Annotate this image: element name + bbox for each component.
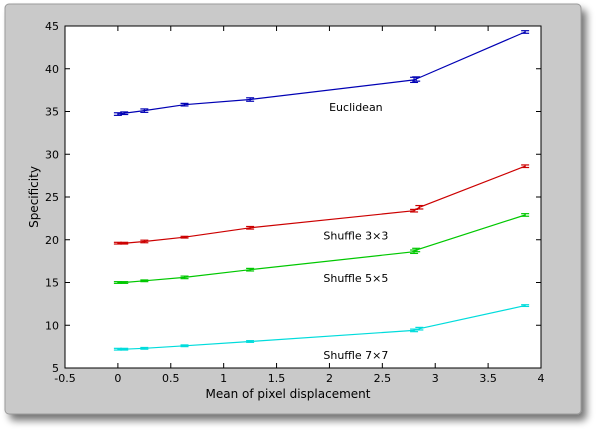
data-point <box>246 97 255 102</box>
series-group <box>113 30 530 351</box>
data-point <box>180 102 189 107</box>
data-point <box>180 344 189 348</box>
x-tick-label: 4 <box>538 372 545 385</box>
y-tick-label: 45 <box>45 20 59 33</box>
data-point <box>140 239 149 244</box>
series-annotation: Shuffle 3×3 <box>323 229 388 242</box>
y-tick-label: 5 <box>52 362 59 375</box>
plot-area <box>65 26 541 368</box>
series-shuffle-3x3 <box>113 164 530 245</box>
data-point <box>140 346 149 350</box>
y-tick-label: 30 <box>45 148 59 161</box>
data-point <box>412 76 421 82</box>
annotations: Euclidean Shuffle 3×3 Shuffle 5×5 Shuffle 7… <box>323 101 388 362</box>
x-tick-label: -0.5 <box>54 372 75 385</box>
data-point <box>521 304 530 308</box>
x-tick-label: 1 <box>220 372 227 385</box>
x-tick-label: 0 <box>114 372 121 385</box>
x-tick-label: 0.5 <box>162 372 180 385</box>
y-tick-label: 40 <box>45 63 59 76</box>
y-tick-label: 15 <box>45 277 59 290</box>
series-annotation: Euclidean <box>329 101 383 114</box>
data-point <box>120 241 129 245</box>
data-point <box>140 279 149 283</box>
data-point <box>246 267 255 272</box>
data-point <box>412 247 421 253</box>
plot-border <box>64 25 542 369</box>
data-point <box>120 111 129 116</box>
data-point <box>120 347 129 351</box>
x-axis-label: Mean of pixel displacement <box>206 387 371 401</box>
data-point <box>246 225 255 230</box>
y-axis-label: Specificity <box>27 166 41 228</box>
series-euclidean <box>113 30 530 116</box>
data-point <box>521 30 530 34</box>
data-point <box>521 164 530 169</box>
x-tick-label: 3.5 <box>479 372 497 385</box>
y-tick-label: 10 <box>45 319 59 332</box>
y-tick-label: 20 <box>45 234 59 247</box>
x-tick-label: 2.5 <box>374 372 392 385</box>
data-point <box>521 213 530 217</box>
x-tick-label: 3 <box>432 372 439 385</box>
series-line <box>117 165 526 244</box>
data-point <box>410 328 419 333</box>
x-tick-label: 2 <box>326 372 333 385</box>
data-point <box>415 204 424 210</box>
data-point <box>246 340 255 343</box>
y-tick-label: 35 <box>45 106 59 119</box>
data-point <box>415 326 424 331</box>
data-point <box>113 112 122 116</box>
data-point <box>180 275 189 280</box>
data-point <box>140 108 149 113</box>
data-point <box>120 281 129 284</box>
series-annotation: Shuffle 7×7 <box>323 349 388 362</box>
data-point <box>180 235 189 239</box>
x-tick-label: 1.5 <box>268 372 286 385</box>
series-line <box>117 305 526 350</box>
series-shuffle-5x5 <box>113 213 530 284</box>
y-tick-label: 25 <box>45 191 59 204</box>
series-shuffle-7x7 <box>113 304 530 351</box>
series-annotation: Shuffle 5×5 <box>323 272 388 285</box>
